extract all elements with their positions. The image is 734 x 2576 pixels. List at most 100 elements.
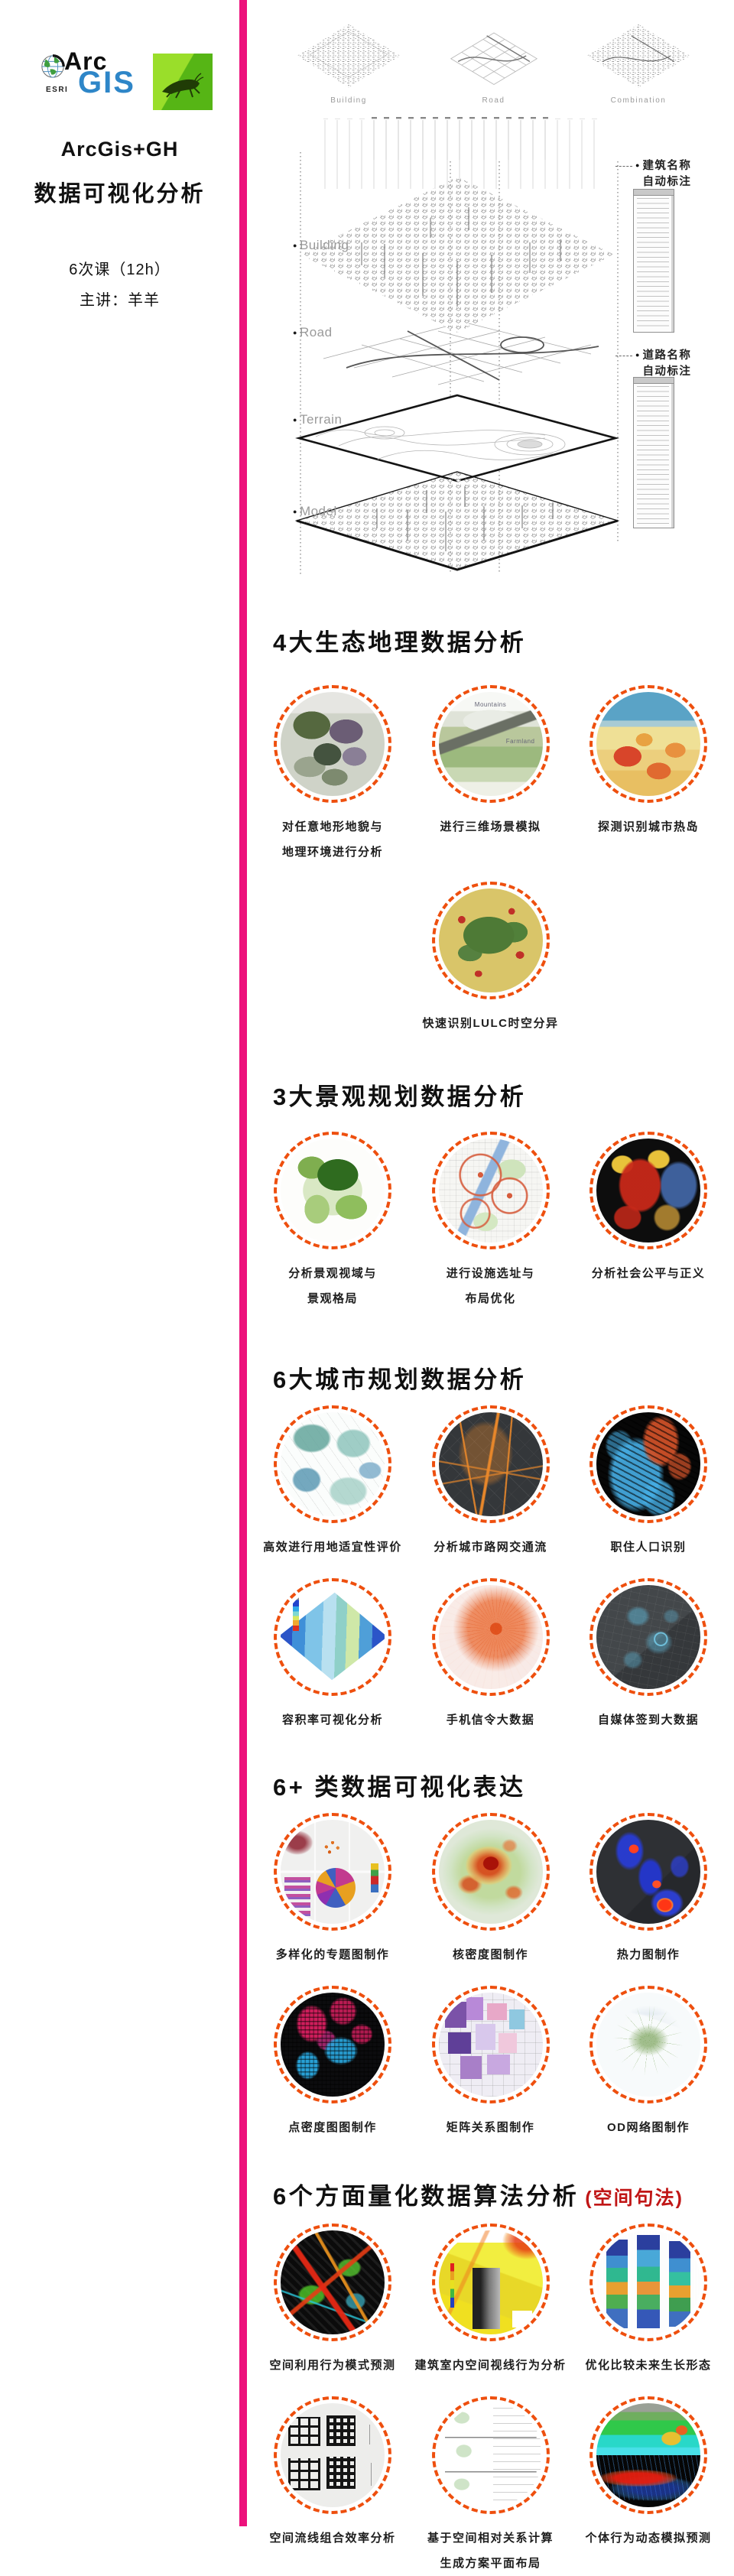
topic-row: 容积率可视化分析 手机信令大数据 自媒体签到大数据	[247, 1578, 734, 1733]
road-network-traffic-map-image	[438, 1412, 543, 1516]
topic-card: 对任意地形地貌与 地理环境进行分析	[255, 685, 411, 865]
space-use-prediction-image	[281, 2230, 385, 2334]
topic-row: 多样化的专题图制作 核密度图制作 热力图制作	[247, 1813, 734, 1967]
logo-row: Arc ESRI GIS	[40, 47, 213, 113]
topic-caption: 点密度图图制作	[288, 2121, 377, 2134]
topic-card: 矩阵关系图制作	[413, 1986, 569, 2140]
topic-caption: 核密度图制作	[452, 1948, 528, 1961]
topic-caption: 手机信令大数据	[446, 1714, 535, 1727]
dashed-leader-line	[615, 166, 632, 167]
dashed-ring	[274, 1813, 391, 1931]
od-network-map-image	[596, 1993, 700, 2097]
topic-card: 多样化的专题图制作	[255, 1813, 411, 1967]
topic-card: 快速识别LULC时空分异	[413, 882, 569, 1036]
dashed-ring	[431, 1813, 550, 1931]
layered-axon-diagram: Building Road Terrain Model ● 建筑名称 自动标注 …	[247, 115, 734, 585]
top-diagrams-row: Building Road	[247, 0, 734, 105]
topic-row: 点密度图图制作 矩阵关系图制作 OD网络图制作	[247, 1986, 734, 2140]
terrain-3d-scene-image: Mountains Farmland	[438, 692, 543, 796]
dashed-ring	[431, 1132, 550, 1249]
topic-caption: 对任意地形地貌与 地理环境进行分析	[281, 820, 383, 859]
combination-axon-sketch	[586, 24, 690, 88]
section-eco-geo: 4大生态地理数据分析 对任意地形地貌与 地理环境进行分析 Mountains	[247, 623, 734, 1036]
dashed-ring	[589, 1986, 707, 2103]
map-label: Mountains	[474, 701, 507, 708]
map-label: Farmland	[505, 738, 535, 745]
arcgis-logo: Arc ESRI GIS	[40, 47, 144, 113]
topic-card: 建筑室内空间视线行为分析	[413, 2224, 569, 2378]
topic-card: 热力图制作	[570, 1813, 726, 1967]
grasshopper-icon	[162, 73, 204, 99]
topic-card: 点密度图图制作	[255, 1986, 411, 2140]
esri-wordmark: ESRI	[46, 86, 69, 94]
layered-axon-sketch	[294, 115, 620, 576]
dashed-ring	[431, 1578, 550, 1696]
topic-card: 自媒体签到大数据	[570, 1578, 726, 1733]
topic-card: 手机信令大数据	[413, 1578, 569, 1733]
annotation-text: 道路名称 自动标注	[642, 349, 692, 378]
topic-caption: 进行设施选址与 布局优化	[446, 1267, 535, 1305]
topic-caption: 探测识别城市热岛	[597, 820, 699, 833]
landform-satellite-image	[281, 692, 385, 796]
heading-suffix: (空间句法)	[585, 2188, 684, 2209]
bullet-dot-icon: ●	[635, 161, 640, 169]
dashed-ring	[274, 685, 391, 803]
dashed-ring	[589, 1813, 707, 1931]
dashed-ring	[589, 1578, 707, 1696]
topic-caption: 空间利用行为模式预测	[269, 2359, 396, 2372]
topic-caption: 容积率可视化分析	[281, 1714, 383, 1727]
layer-label-road: Road	[293, 325, 333, 340]
landscape-pattern-map-image	[281, 1139, 385, 1243]
topic-caption: 优化比较未来生长形态	[585, 2359, 712, 2372]
pink-divider-bar	[239, 0, 247, 2526]
topic-card: Mountains Farmland 进行三维场景模拟	[413, 685, 569, 865]
agent-simulation-image	[596, 2403, 700, 2507]
topic-card: 空间利用行为模式预测	[255, 2224, 411, 2378]
topic-card: 探测识别城市热岛	[570, 685, 726, 865]
dashed-ring	[589, 2224, 707, 2341]
dashed-ring	[274, 1405, 391, 1523]
dashed-ring	[589, 1132, 707, 1249]
road-name-annotation: ● 道路名称 自动标注	[615, 348, 691, 380]
section-algorithms: 6个方面量化数据算法分析 (空间句法) 空间利用行为模式预测	[247, 2177, 734, 2576]
course-instructor: 主讲：羊羊	[80, 292, 160, 309]
matrix-choropleth-image	[438, 1993, 543, 2097]
dashed-ring	[431, 1405, 550, 1523]
topic-caption: 分析景观视域与 景观格局	[288, 1267, 377, 1305]
heat-map-image	[596, 1820, 700, 1924]
social-equity-map-image	[596, 1139, 700, 1243]
thumb-label: Building	[330, 96, 367, 105]
annotation-text: 建筑名称 自动标注	[642, 160, 692, 189]
topic-card: OD网络图制作	[570, 1986, 726, 2140]
dashed-ring	[431, 2396, 550, 2514]
topic-caption: 空间流线组合效率分析	[269, 2532, 396, 2545]
growth-form-image	[596, 2230, 700, 2334]
thumb-label: Combination	[610, 96, 667, 105]
topic-card: 容积率可视化分析	[255, 1578, 411, 1733]
dashed-ring	[589, 685, 707, 803]
gis-wordmark: GIS	[78, 66, 135, 99]
topic-caption: 高效进行用地适宜性评价	[263, 1541, 402, 1554]
topic-card: 个体行为动态模拟预测	[570, 2396, 726, 2576]
thematic-charts-image	[281, 1820, 385, 1924]
section-heading: 6+ 类数据可视化表达	[273, 1774, 526, 1801]
topic-caption: 职住人口识别	[610, 1541, 687, 1554]
dashed-ring	[431, 882, 550, 999]
topic-caption: 建筑室内空间视线行为分析	[414, 2359, 567, 2372]
road-axon-sketch	[450, 32, 538, 85]
building-name-annotation: ● 建筑名称 自动标注	[615, 158, 691, 190]
course-title: ArcGis+GH	[60, 138, 179, 161]
layer-label-model: Model	[293, 504, 337, 519]
thumb-label: Road	[482, 96, 505, 105]
generative-layout-image	[438, 2403, 543, 2507]
topic-card: 进行设施选址与 布局优化	[413, 1132, 569, 1311]
bullet-dot-icon: ●	[635, 351, 640, 359]
topic-card: 空间流线组合效率分析	[255, 2396, 411, 2576]
building-axon-sketch	[297, 24, 401, 88]
topic-card: 基于空间相对关系计算 生成方案平面布局	[413, 2396, 569, 2576]
topic-card: 分析景观视域与 景观格局	[255, 1132, 411, 1311]
topic-caption: 进行三维场景模拟	[440, 820, 541, 833]
topic-row: 对任意地形地貌与 地理环境进行分析 Mountains Farmland 进行三…	[247, 685, 734, 865]
dot-density-map-image	[281, 1993, 385, 2097]
